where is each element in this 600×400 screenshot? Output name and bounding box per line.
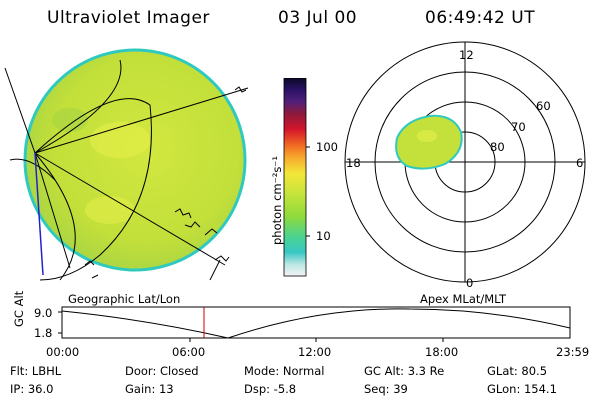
colorbar-tick-10: 10 <box>316 229 331 243</box>
timeline-y-tick-1-8: 1.8 <box>34 326 53 340</box>
auroral-image-patch <box>395 114 463 170</box>
timeline-x-tick-0000: 00:00 <box>46 345 80 359</box>
geo-grid <box>4 59 249 281</box>
mlt-label-0: 0 <box>466 276 474 290</box>
color-scale-bar <box>283 78 310 277</box>
mlat-label-80: 80 <box>490 140 505 154</box>
timeline-x-tick-2359: 23:59 <box>556 345 590 359</box>
ip-info: IP: 36.0 <box>10 382 54 396</box>
mlat-label-70: 70 <box>511 120 526 134</box>
timeline-x-tick-0600: 06:00 <box>172 345 206 359</box>
instrument-title: Ultraviolet Imager <box>47 8 210 28</box>
mlt-label-6: 6 <box>576 156 584 170</box>
door-info: Door: Closed <box>125 364 199 378</box>
colorbar-units-label: photon cm⁻²s⁻¹ <box>270 156 284 245</box>
mode-info: Mode: Normal <box>244 364 325 378</box>
mlt-label-18: 18 <box>346 156 361 170</box>
gc-alt-info: GC Alt: 3.3 Re <box>364 364 445 378</box>
timeline-x-tick-1800: 18:00 <box>425 345 459 359</box>
altitude-curve <box>61 308 571 339</box>
geographic-caption: Geographic Lat/Lon <box>68 292 181 306</box>
glon-info: GLon: 154.1 <box>487 382 557 396</box>
mlat-label-60: 60 <box>536 99 551 113</box>
filter-info: Flt: LBHL <box>10 364 62 378</box>
dsp-info: Dsp: -5.8 <box>244 382 297 396</box>
timeline-y-label: GC Alt <box>12 290 26 327</box>
earth-disk <box>23 48 247 272</box>
glat-info: GLat: 80.5 <box>487 364 548 378</box>
timeline-x-tick-1200: 12:00 <box>298 345 332 359</box>
coastlines <box>84 86 247 281</box>
orbit-altitude-timeline <box>58 306 571 342</box>
earth-disk-image <box>4 48 249 281</box>
apex-caption: Apex MLat/MLT <box>420 292 507 306</box>
observation-date: 03 Jul 00 <box>278 8 358 28</box>
observation-time: 06:49:42 UT <box>425 8 536 28</box>
colorbar-tick-100: 100 <box>316 140 338 154</box>
polar-mlat-mlt-plot <box>344 41 586 283</box>
gain-info: Gain: 13 <box>125 382 174 396</box>
seq-info: Seq: 39 <box>364 382 408 396</box>
timeline-y-tick-9: 9.0 <box>34 306 53 320</box>
mlt-label-12: 12 <box>459 48 474 62</box>
